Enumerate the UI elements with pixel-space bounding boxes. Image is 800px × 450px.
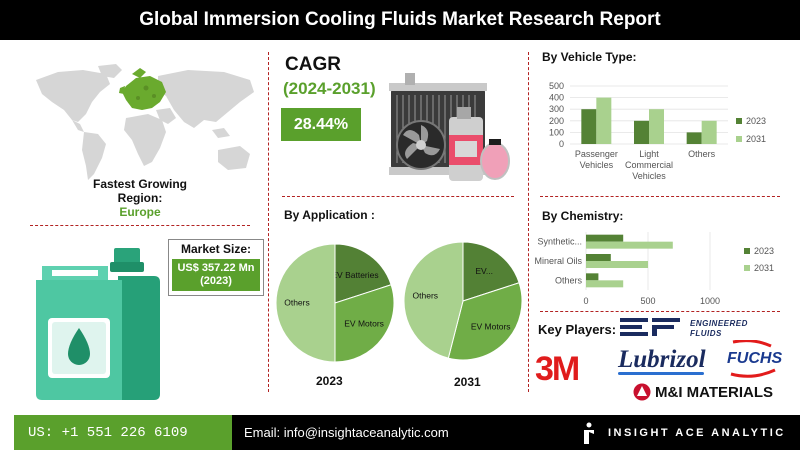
y-tick-label: 200 [549,116,564,126]
legend-label: 2031 [754,263,774,273]
vehicle-type-chart: 0100200300400500PassengerVehiclesLightCo… [549,81,766,181]
bar [634,120,649,144]
divider-right-top-horizontal [540,196,780,197]
pie-2031-year: 2031 [454,375,481,389]
bar [586,241,673,249]
x-tick-label: 500 [640,296,655,306]
y-tick-label: 400 [549,93,564,103]
ef-logo-graphic [620,318,680,336]
x-tick-label: Vehicles [580,160,614,170]
fuchs-logo: FUCHS [723,339,783,378]
radiator-icon [389,73,510,181]
bar [701,120,717,144]
legend-swatch [736,118,742,124]
chemistry-title: By Chemistry: [542,209,624,223]
divider-left [268,52,269,392]
fuchs-logo-graphic [730,339,776,378]
divider-right-bottom-horizontal [540,311,780,312]
pie-slice-label: EV Motors [471,321,511,331]
footer-email[interactable]: Email: info@insightaceanalytic.com [232,415,800,450]
bar [586,273,599,281]
brand-logo-icon [584,422,594,444]
y-tick-label: 500 [549,81,564,91]
x-tick-label: Vehicles [632,171,666,181]
x-tick-label: Passenger [575,149,618,159]
pie-slice [334,243,392,304]
chemistry-chart: 0 500 1000 Synthetic... Mineral Oils Others 20… [534,232,774,306]
y-tick-label: Synthetic... [537,237,582,247]
y-tick-label: 0 [559,139,564,149]
ef-logo [620,318,682,336]
application-pie-2031: EV... EV Motors Others [403,241,523,361]
fastest-growing-region: Fastest Growing Region: Europe [70,177,210,219]
divider-left-horizontal [30,225,250,226]
bar [596,97,612,144]
bar [686,132,702,144]
pie-2023-year: 2023 [316,374,343,388]
cagr-period: (2024-2031) [283,79,376,98]
3m-logo: 3M [535,350,580,388]
legend-label: 2023 [746,116,766,126]
market-size-box: Market Size: US$ 357.22 Mn (2023) [168,239,264,296]
pie-slice [403,241,464,359]
region-name: Europe [119,205,161,219]
footer-phone[interactable]: US: +1 551 226 6109 [14,415,232,450]
divider-right [528,52,529,392]
mi-materials-text: M&I MATERIALS [655,383,774,401]
market-size-label: Market Size: [180,242,252,256]
legend-swatch [744,265,750,271]
lubrizol-swoosh [618,372,704,375]
pie-slice-label: EV Batteries [331,270,378,280]
x-tick-label: Others [688,149,716,159]
bar [586,234,624,242]
x-tick-label: Commercial [625,160,673,170]
bar [649,109,664,144]
lubrizol-logo: Lubrizol [618,346,706,375]
mi-materials-icon [633,383,651,401]
bar [581,109,597,144]
cagr-value: 28.44% [281,108,361,141]
market-size-value: US$ 357.22 Mn (2023) [172,259,260,291]
engineered-fluids-text: ENGINEERED FLUIDS [690,319,748,338]
pie-slice [275,243,336,363]
report-title: Global Immersion Cooling Fluids Market R… [0,0,800,40]
pie-slice [462,241,520,302]
y-tick-label: Others [555,275,583,285]
x-tick-label: Light [639,149,659,159]
divider-middle-horizontal [282,196,514,197]
pie-slice [447,282,523,361]
legend-label: 2031 [746,134,766,144]
pie-slice-label: Others [413,290,439,300]
pie-slice-label: EV... [475,266,493,276]
world-map-icon [36,64,254,180]
region-label: Fastest Growing Region: [92,177,187,205]
vehicle-title: By Vehicle Type: [542,50,637,64]
application-pie-2023: EV Batteries EV Motors Others [275,243,395,363]
application-title: By Application : [284,208,375,222]
engineered-fluids-logo: ENGINEERED FLUIDS [690,319,770,339]
pie-slice [334,284,395,363]
jerrycan-icon [36,248,160,400]
mi-materials-logo: M&I MATERIALS [633,383,773,401]
lubrizol-text: Lubrizol [618,346,706,373]
cagr-title: CAGR [285,54,341,75]
y-tick-label: 300 [549,104,564,114]
pie-slice-label: EV Motors [344,318,384,328]
bar [586,261,648,268]
legend-swatch [736,136,742,142]
pie-slice-label: Others [284,297,310,307]
brand-name: INSIGHT ACE ANALYTIC [608,426,786,439]
legend-label: 2023 [754,246,774,256]
y-tick-label: Mineral Oils [534,256,582,266]
key-players-label: Key Players: [538,322,617,337]
y-tick-label: 100 [549,127,564,137]
bar [586,254,611,261]
x-tick-label: 1000 [700,296,720,306]
legend-swatch [744,248,750,254]
bar [586,280,624,288]
footer-brand: INSIGHT ACE ANALYTIC [582,415,786,450]
x-tick-label: 0 [583,296,588,306]
fuchs-text: FUCHS [727,350,783,367]
